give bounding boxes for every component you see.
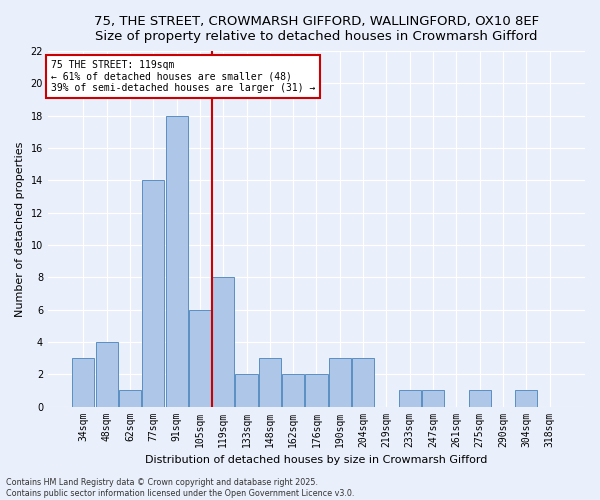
Bar: [469, 390, 491, 406]
Bar: [166, 116, 188, 406]
Bar: [515, 390, 537, 406]
Title: 75, THE STREET, CROWMARSH GIFFORD, WALLINGFORD, OX10 8EF
Size of property relati: 75, THE STREET, CROWMARSH GIFFORD, WALLI…: [94, 15, 539, 43]
Bar: [259, 358, 281, 406]
Bar: [212, 278, 235, 406]
X-axis label: Distribution of detached houses by size in Crowmarsh Gifford: Distribution of detached houses by size …: [145, 455, 488, 465]
Bar: [95, 342, 118, 406]
Bar: [352, 358, 374, 406]
Bar: [398, 390, 421, 406]
Bar: [305, 374, 328, 406]
Text: 75 THE STREET: 119sqm
← 61% of detached houses are smaller (48)
39% of semi-deta: 75 THE STREET: 119sqm ← 61% of detached …: [50, 60, 315, 93]
Bar: [282, 374, 304, 406]
Bar: [422, 390, 444, 406]
Bar: [73, 358, 94, 406]
Bar: [119, 390, 141, 406]
Text: Contains HM Land Registry data © Crown copyright and database right 2025.
Contai: Contains HM Land Registry data © Crown c…: [6, 478, 355, 498]
Bar: [235, 374, 257, 406]
Bar: [189, 310, 211, 406]
Bar: [142, 180, 164, 406]
Bar: [329, 358, 351, 406]
Y-axis label: Number of detached properties: Number of detached properties: [15, 141, 25, 316]
